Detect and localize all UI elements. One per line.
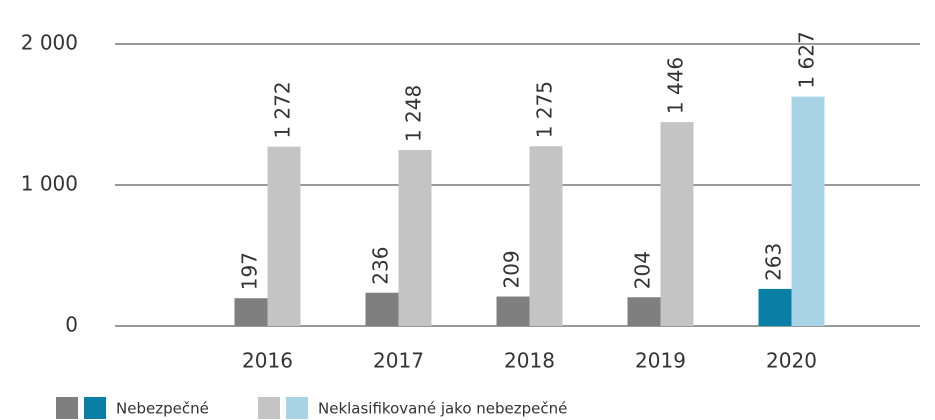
bar (365, 292, 399, 326)
x-tick-label: 2016 (242, 349, 293, 373)
data-label: 236 (369, 247, 393, 285)
data-label: 1 275 (533, 81, 557, 138)
bar (496, 296, 530, 326)
legend-swatch (258, 397, 280, 419)
data-label: 197 (238, 252, 262, 290)
data-label: 1 446 (664, 57, 688, 114)
bar (758, 288, 792, 326)
y-tick-label: 2 000 (21, 31, 78, 55)
legend-label: Nebezpečné (116, 400, 209, 418)
data-label: 1 248 (402, 85, 426, 142)
bar (398, 150, 432, 326)
x-tick-label: 2020 (766, 349, 817, 373)
y-tick-label: 0 (65, 313, 78, 337)
bar (529, 146, 563, 326)
x-tick-label: 2019 (635, 349, 686, 373)
x-tick-label: 2018 (504, 349, 555, 373)
legend-swatch (56, 397, 78, 419)
bar (660, 122, 694, 326)
bar (234, 298, 268, 326)
data-label: 1 272 (271, 81, 295, 138)
data-label: 209 (500, 250, 524, 288)
data-label: 204 (631, 251, 655, 289)
bar (267, 146, 301, 326)
y-tick-label: 1 000 (21, 172, 78, 196)
legend-swatch (84, 397, 106, 419)
data-label: 1 627 (795, 31, 819, 88)
data-label: 263 (762, 243, 786, 281)
legend-label: Neklasifikované jako nebezpečné (318, 400, 567, 418)
bar (627, 297, 661, 326)
x-tick-label: 2017 (373, 349, 424, 373)
legend-swatch (286, 397, 308, 419)
bar (791, 96, 825, 326)
